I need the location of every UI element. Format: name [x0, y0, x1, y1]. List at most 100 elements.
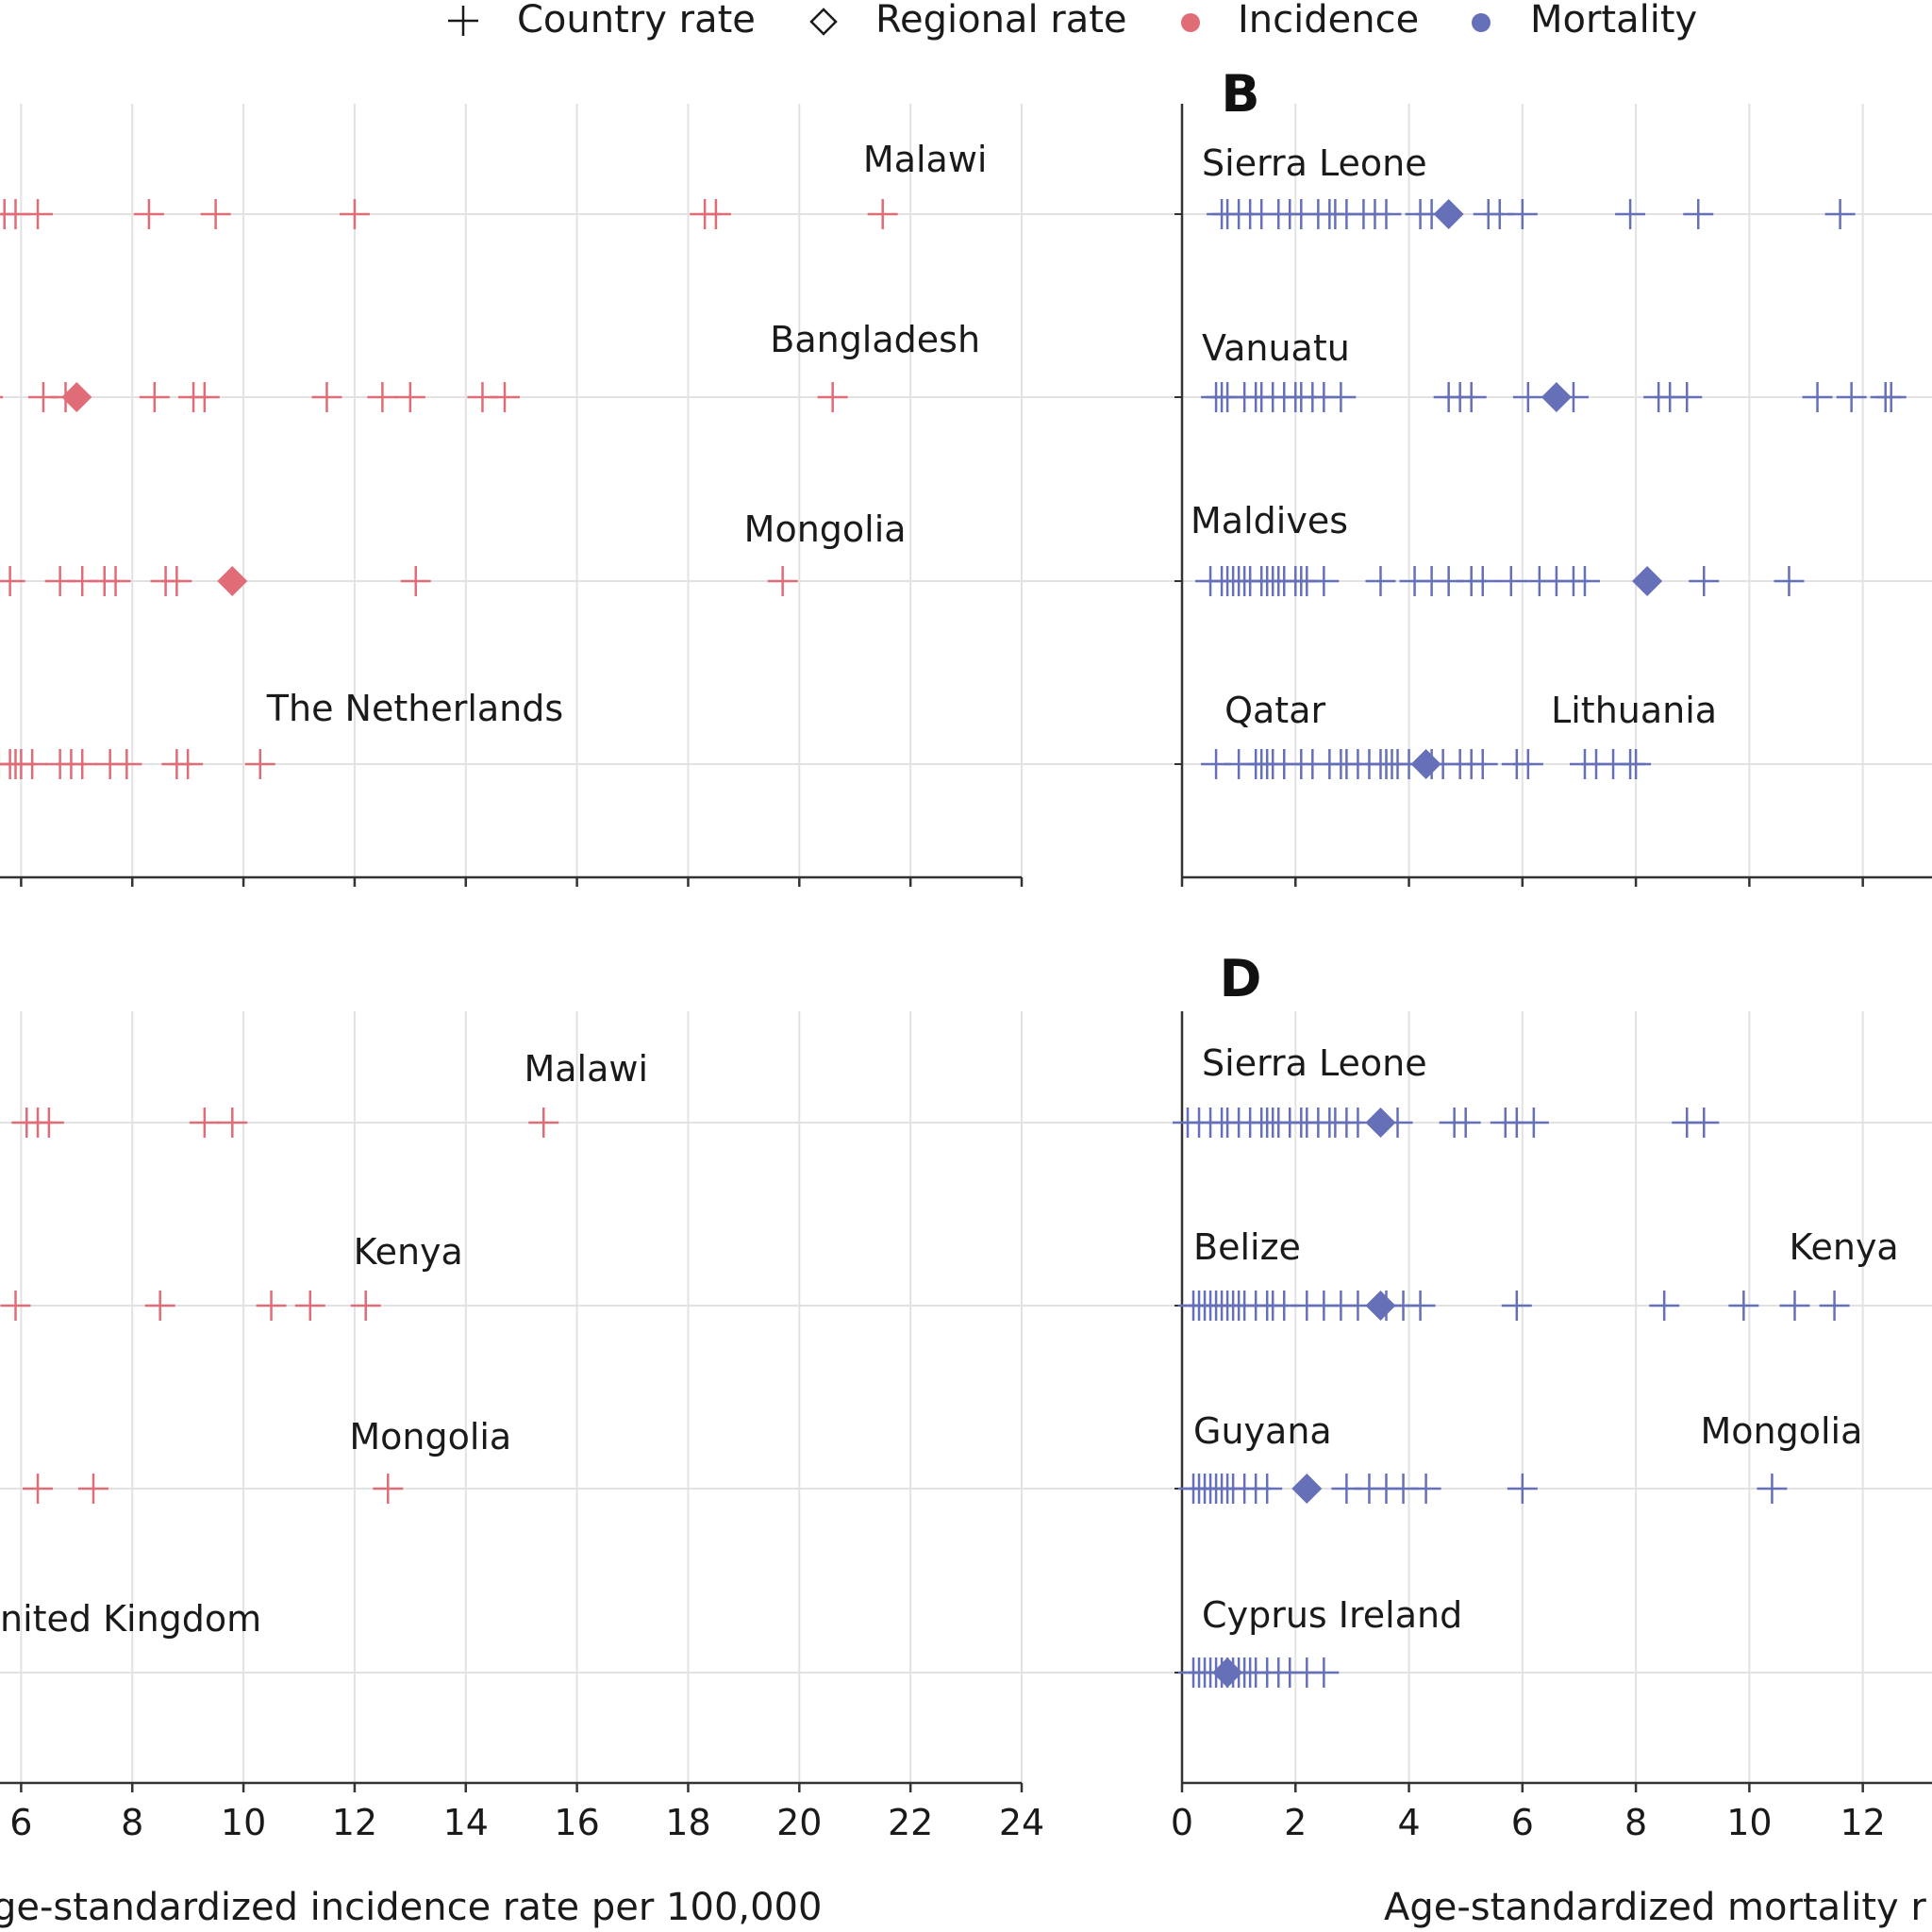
row-label: Bangladesh — [770, 319, 980, 360]
country-rate-marker — [139, 382, 170, 412]
country-rate-marker — [1512, 382, 1543, 412]
country-rate-marker — [200, 199, 231, 229]
x-tick-label: 12 — [1840, 1802, 1885, 1843]
country-rate-marker — [1495, 566, 1526, 596]
country-rate-marker — [1308, 1657, 1340, 1688]
country-rate-marker — [1621, 749, 1652, 779]
country-rate-marker — [339, 199, 370, 229]
country-rate-marker — [1252, 1474, 1283, 1504]
country-rate-marker — [1779, 1291, 1810, 1321]
row-label: Guyana — [1193, 1410, 1332, 1452]
panel-b-mortality: B Sierra Leone Vanuatu Maldives Qatar Lithuan… — [1174, 64, 1932, 887]
country-rate-marker — [1689, 566, 1720, 596]
x-tick-label: 4 — [1397, 1802, 1420, 1843]
country-rate-marker — [189, 382, 220, 412]
legend-mortality-label: Mortality — [1530, 0, 1697, 42]
country-rate-marker — [1615, 199, 1646, 229]
country-rate-marker — [1507, 1474, 1538, 1504]
country-rate-marker — [373, 1474, 404, 1504]
country-rate-marker — [161, 566, 192, 596]
x-tick-label: 6 — [1511, 1802, 1534, 1843]
row-label: Belize — [1193, 1226, 1301, 1268]
country-rate-marker — [133, 199, 164, 229]
legend-mortality-icon — [1472, 13, 1491, 32]
x-tick-label: 18 — [665, 1802, 710, 1843]
row-label: Vanuatu — [1202, 327, 1350, 369]
legend-regional-rate-icon — [809, 8, 838, 36]
country-rate-marker — [367, 382, 398, 412]
row-label: Qatar — [1224, 690, 1325, 731]
row-label: Malawi — [524, 1048, 648, 1090]
x-tick-label: 10 — [221, 1802, 266, 1843]
country-rate-marker — [23, 199, 54, 229]
country-rate-marker — [1683, 199, 1714, 229]
country-rate-marker — [1518, 1108, 1549, 1138]
x-tick-label: 16 — [554, 1802, 599, 1843]
x-tick-label: 24 — [999, 1802, 1044, 1843]
regional-rate-marker — [217, 566, 248, 596]
regional-rate-marker — [61, 382, 92, 412]
country-rate-marker — [1672, 382, 1703, 412]
x-tick-label: 20 — [776, 1802, 822, 1843]
country-rate-marker — [311, 382, 342, 412]
row-label: Maldives — [1191, 500, 1348, 541]
panel-letter: B — [1221, 64, 1259, 124]
country-rate-marker — [217, 1108, 248, 1138]
country-rate-marker — [1325, 382, 1357, 412]
country-rate-marker — [1467, 566, 1498, 596]
row-label: Sierra Leone — [1202, 142, 1427, 184]
country-rate-marker — [867, 199, 898, 229]
x-tick-label: 12 — [332, 1802, 377, 1843]
country-rate-marker — [1757, 1474, 1788, 1504]
panel-a-incidence: Malawi Bangladesh Mongolia The Netherlands — [0, 104, 1932, 887]
legend-country-rate-label: Country rate — [517, 0, 756, 42]
country-rate-marker — [1308, 566, 1340, 596]
country-rate-marker — [173, 749, 204, 779]
country-rate-marker — [294, 1291, 325, 1321]
country-rate-marker — [1512, 749, 1543, 779]
country-rate-marker — [0, 1291, 31, 1321]
country-rate-marker — [256, 1291, 287, 1321]
x-axis-title: Age-standardized mortality r — [1384, 1886, 1926, 1929]
country-rate-marker — [1689, 1108, 1720, 1138]
legend-regional-rate-label: Regional rate — [875, 0, 1127, 42]
regional-rate-marker — [1365, 1108, 1396, 1138]
country-rate-marker — [1410, 1474, 1441, 1504]
x-tick-label: 6 — [9, 1802, 32, 1843]
x-axis-title: ge-standardized incidence rate per 100,0… — [0, 1886, 822, 1929]
row-label-extra: Mongolia — [1700, 1410, 1862, 1452]
panel-letter: D — [1220, 949, 1262, 1008]
regional-rate-marker — [1365, 1291, 1396, 1321]
country-rate-marker — [528, 1108, 559, 1138]
country-rate-marker — [400, 566, 431, 596]
country-rate-marker — [1450, 1108, 1481, 1138]
row-label: The Netherlands — [266, 688, 563, 729]
country-rate-marker — [100, 566, 131, 596]
x-tick-label: 8 — [121, 1802, 143, 1843]
country-rate-marker — [244, 749, 275, 779]
row-label: Mongolia — [744, 508, 907, 550]
row-label: nited Kingdom — [0, 1598, 261, 1640]
regional-rate-marker — [1541, 382, 1572, 412]
x-tick-label: 0 — [1171, 1802, 1193, 1843]
country-rate-marker — [111, 749, 142, 779]
x-tick-label: 10 — [1726, 1802, 1772, 1843]
country-rate-marker — [1467, 749, 1498, 779]
country-rate-marker — [1875, 382, 1907, 412]
country-rate-marker — [67, 749, 98, 779]
legend: Country rate Regional rate Incidence Mor… — [448, 0, 1697, 42]
legend-country-rate-icon — [448, 6, 478, 36]
x-tick-label: 8 — [1624, 1802, 1647, 1843]
row-label: Malawi — [863, 139, 988, 180]
country-rate-marker — [1802, 382, 1833, 412]
country-rate-marker — [700, 199, 731, 229]
country-rate-marker — [1456, 382, 1487, 412]
country-rate-marker — [144, 1291, 175, 1321]
x-tick-label: 2 — [1284, 1802, 1307, 1843]
country-rate-marker — [1728, 1291, 1759, 1321]
regional-rate-marker — [1433, 199, 1464, 229]
country-rate-marker — [1569, 566, 1600, 596]
country-rate-marker — [189, 1108, 220, 1138]
